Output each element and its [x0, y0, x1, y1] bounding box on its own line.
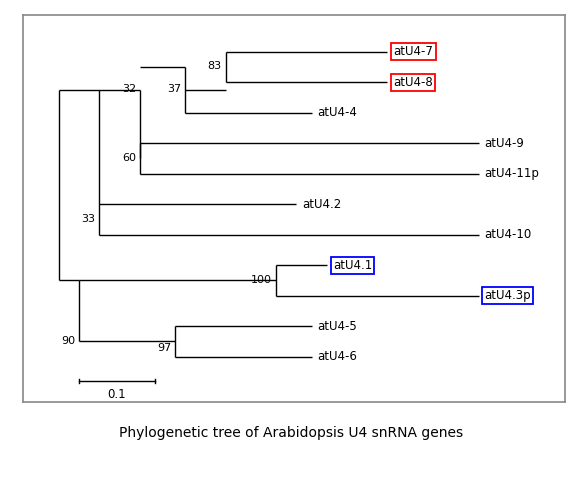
Text: 60: 60	[122, 153, 136, 163]
Text: 100: 100	[251, 275, 272, 285]
Text: atU4.1: atU4.1	[333, 259, 372, 272]
Text: atU4-11p: atU4-11p	[485, 167, 540, 180]
Text: atU4-4: atU4-4	[318, 106, 357, 119]
Text: 83: 83	[207, 61, 222, 71]
Text: atU4.2: atU4.2	[303, 198, 342, 211]
Text: 33: 33	[81, 214, 95, 224]
Text: atU4-8: atU4-8	[393, 75, 434, 89]
Text: 90: 90	[61, 336, 76, 346]
Text: atU4-7: atU4-7	[393, 45, 434, 58]
Text: atU4-5: atU4-5	[318, 320, 357, 332]
Text: 37: 37	[168, 84, 182, 94]
Text: 32: 32	[122, 84, 136, 94]
Text: atU4-9: atU4-9	[485, 137, 524, 150]
Text: 0.1: 0.1	[108, 388, 126, 401]
Text: 97: 97	[157, 344, 172, 354]
Text: atU4.3p: atU4.3p	[485, 289, 531, 302]
Text: atU4-10: atU4-10	[485, 228, 532, 241]
Text: Phylogenetic tree of Arabidopsis U4 snRNA genes: Phylogenetic tree of Arabidopsis U4 snRN…	[119, 426, 463, 440]
Text: atU4-6: atU4-6	[318, 350, 357, 363]
